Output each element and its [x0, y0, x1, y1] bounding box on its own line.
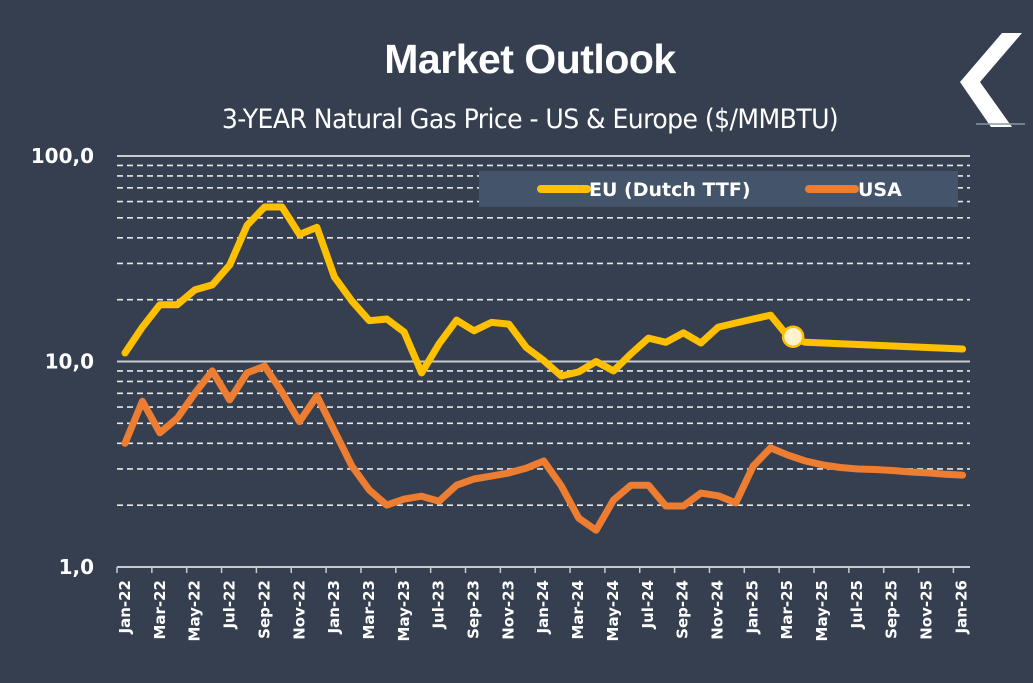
- x-tick-label: Jan-23: [325, 580, 343, 634]
- x-tick-label: May-23: [395, 580, 413, 641]
- legend-label-usa: USA: [858, 179, 902, 201]
- y-axis: 1,0 10,0 100,0: [31, 144, 94, 579]
- x-tick-label: Nov-23: [499, 580, 517, 640]
- x-tick-label: Mar-24: [569, 580, 587, 640]
- x-tick-label: Mar-25: [778, 580, 796, 640]
- x-tick-label: Jul-25: [848, 580, 866, 630]
- x-tick-label: Nov-25: [918, 580, 936, 640]
- y-tick-label: 100,0: [31, 144, 94, 168]
- chart-subtitle: 3-YEAR Natural Gas Price - US & Europe (…: [221, 104, 839, 135]
- x-tick-label: May-25: [813, 580, 831, 641]
- x-tick-label: Mar-22: [151, 580, 169, 640]
- x-tick-label: May-24: [604, 580, 622, 641]
- x-tick-label: Jan-25: [743, 580, 761, 634]
- highlight-marker: [781, 325, 805, 348]
- x-tick-label: Jul-22: [221, 580, 239, 630]
- chevron-left-icon[interactable]: [950, 30, 1030, 130]
- x-tick-label: Sep-24: [674, 580, 692, 639]
- legend-label-eu: EU (Dutch TTF): [589, 179, 751, 201]
- x-tick-label: Jul-23: [430, 580, 448, 630]
- x-tick-label: Sep-23: [465, 580, 483, 639]
- x-tick-label: Sep-22: [255, 580, 273, 639]
- x-tick-label: Jan-22: [116, 580, 134, 634]
- series-line-eu: [121, 203, 967, 380]
- x-tick-label: Jan-26: [952, 580, 970, 634]
- x-tick-label: Nov-24: [708, 580, 726, 640]
- x-tick-label: Nov-22: [290, 580, 308, 640]
- x-tick-label: Sep-25: [883, 580, 901, 639]
- page-title: Market Outlook: [384, 36, 676, 82]
- x-tick-label: Jul-24: [639, 580, 657, 630]
- series: [121, 203, 967, 534]
- x-tick-label: Mar-23: [360, 580, 378, 640]
- y-tick-label: 1,0: [59, 555, 94, 579]
- x-tick-label: Jan-24: [534, 580, 552, 634]
- y-tick-label: 10,0: [45, 350, 94, 374]
- x-axis: Jan-22 Mar-22 May-22 Jul-22 Sep-22 Nov-22 Jan-…: [116, 567, 970, 641]
- x-tick-label: May-22: [186, 580, 204, 641]
- legend: EU (Dutch TTF) USA: [479, 171, 958, 207]
